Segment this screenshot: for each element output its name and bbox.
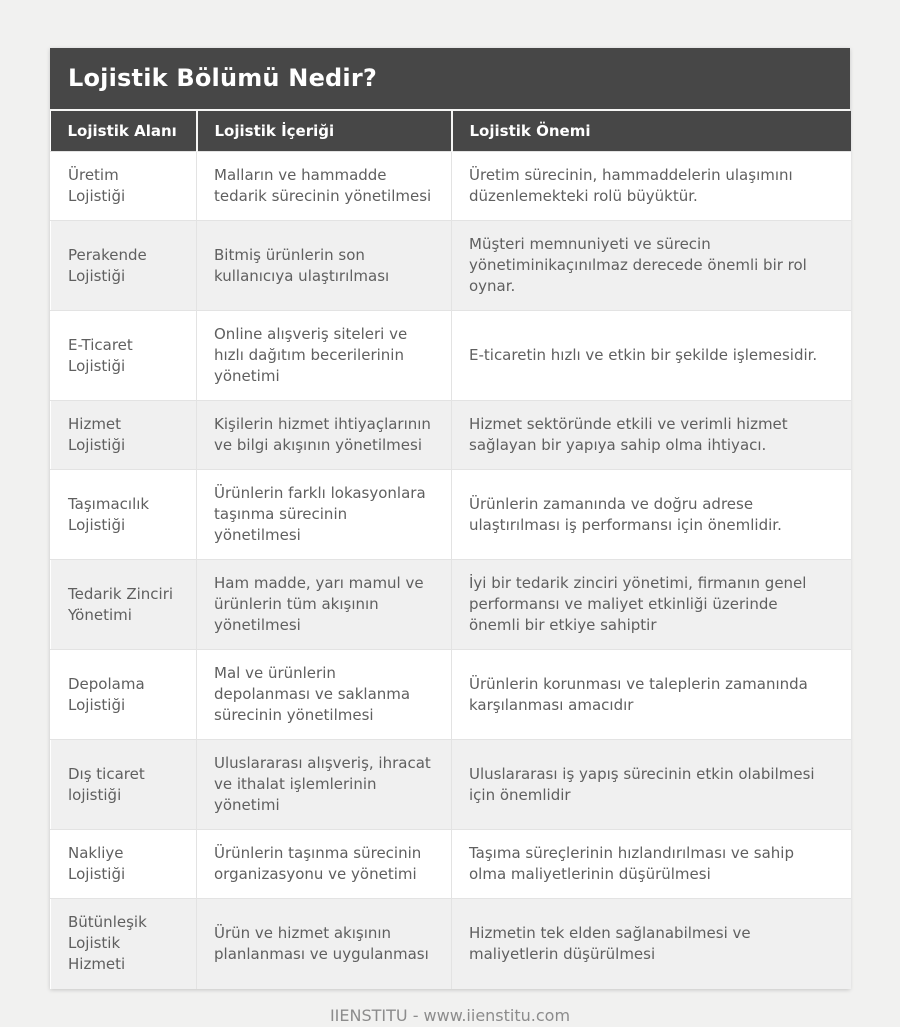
table-row: Depolama Lojistiği Mal ve ürünlerin depo… <box>50 649 851 740</box>
table-row: E-Ticaret Lojistiği Online alışveriş sit… <box>50 310 851 401</box>
logistics-table: Lojistik Alanı Lojistik İçeriği Lojistik… <box>50 111 851 989</box>
table-cell-importance: Ürünlerin zamanında ve doğru adrese ulaş… <box>451 469 851 560</box>
table-cell-area: Nakliye Lojistiği <box>50 829 197 899</box>
table-cell-importance: İyi bir tedarik zinciri yönetimi, firman… <box>451 559 851 650</box>
table-cell-content: Ürünlerin taşınma sürecinin organizasyon… <box>196 829 452 899</box>
table-cell-area: Dış ticaret lojistiği <box>50 739 197 830</box>
table-cell-area: Depolama Lojistiği <box>50 649 197 740</box>
table-row: Tedarik Zinciri Yönetimi Ham madde, yarı… <box>50 559 851 650</box>
table-cell-area: E-Ticaret Lojistiği <box>50 310 197 401</box>
table-cell-importance: Uluslararası iş yapış sürecinin etkin ol… <box>451 739 851 830</box>
table-cell-importance: Hizmetin tek elden sağlanabilmesi ve mal… <box>451 898 851 989</box>
table-cell-content: Malların ve hammadde tedarik sürecinin y… <box>196 151 452 221</box>
table-cell-importance: Müşteri memnuniyeti ve sürecin yönetimin… <box>451 220 851 311</box>
table-cell-area: Üretim Lojistiği <box>50 151 197 221</box>
table-cell-content: Uluslararası alışveriş, ihracat ve ithal… <box>196 739 452 830</box>
table-cell-area: Hizmet Lojistiği <box>50 400 197 470</box>
table-row: Bütünleşik Lojistik Hizmeti Ürün ve hizm… <box>50 898 851 989</box>
column-header-lojistik-alani: Lojistik Alanı <box>50 111 197 152</box>
table-cell-content: Online alışveriş siteleri ve hızlı dağıt… <box>196 310 452 401</box>
table-cell-importance: Ürünlerin korunması ve taleplerin zamanı… <box>451 649 851 740</box>
table-row: Üretim Lojistiği Malların ve hammadde te… <box>50 151 851 221</box>
table-cell-area: Taşımacılık Lojistiği <box>50 469 197 560</box>
table-cell-content: Ham madde, yarı mamul ve ürünlerin tüm a… <box>196 559 452 650</box>
column-header-lojistik-icerigi: Lojistik İçeriği <box>195 111 452 152</box>
table-row: Perakende Lojistiği Bitmiş ürünlerin son… <box>50 220 851 311</box>
table-cell-content: Mal ve ürünlerin depolanması ve saklanma… <box>196 649 452 740</box>
table-row: Dış ticaret lojistiği Uluslararası alışv… <box>50 739 851 830</box>
table-cell-content: Ürünlerin farklı lokasyonlara taşınma sü… <box>196 469 452 560</box>
page-title: Lojistik Bölümü Nedir? <box>50 48 850 111</box>
table-cell-area: Perakende Lojistiği <box>50 220 197 311</box>
table-cell-importance: Üretim sürecinin, hammaddelerin ulaşımın… <box>451 151 851 221</box>
table-cell-importance: Taşıma süreçlerinin hızlandırılması ve s… <box>451 829 851 899</box>
table-header: Lojistik Alanı Lojistik İçeriği Lojistik… <box>50 111 851 152</box>
table-cell-importance: Hizmet sektöründe etkili ve verimli hizm… <box>451 400 851 470</box>
table-cell-content: Kişilerin hizmet ihtiyaçlarının ve bilgi… <box>196 400 452 470</box>
table-cell-content: Ürün ve hizmet akışının planlanması ve u… <box>196 898 452 989</box>
table-cell-area: Tedarik Zinciri Yönetimi <box>50 559 197 650</box>
table-cell-area: Bütünleşik Lojistik Hizmeti <box>50 898 197 989</box>
footer-credit: IIENSTITU - www.iienstitu.com <box>329 1006 571 1025</box>
table-row: Nakliye Lojistiği Ürünlerin taşınma süre… <box>50 829 851 899</box>
table-row: Taşımacılık Lojistiği Ürünlerin farklı l… <box>50 469 851 560</box>
table-cell-content: Bitmiş ürünlerin son kullanıcıya ulaştır… <box>196 220 452 311</box>
logistics-table-card: Lojistik Bölümü Nedir? Lojistik Alanı Lo… <box>50 48 851 989</box>
column-header-lojistik-onemi: Lojistik Önemi <box>450 111 851 152</box>
table-row: Hizmet Lojistiği Kişilerin hizmet ihtiya… <box>50 400 851 470</box>
table-cell-importance: E-ticaretin hızlı ve etkin bir şekilde i… <box>451 310 851 401</box>
table-body: Üretim Lojistiği Malların ve hammadde te… <box>50 151 851 989</box>
table-header-row: Lojistik Alanı Lojistik İçeriği Lojistik… <box>50 111 851 152</box>
